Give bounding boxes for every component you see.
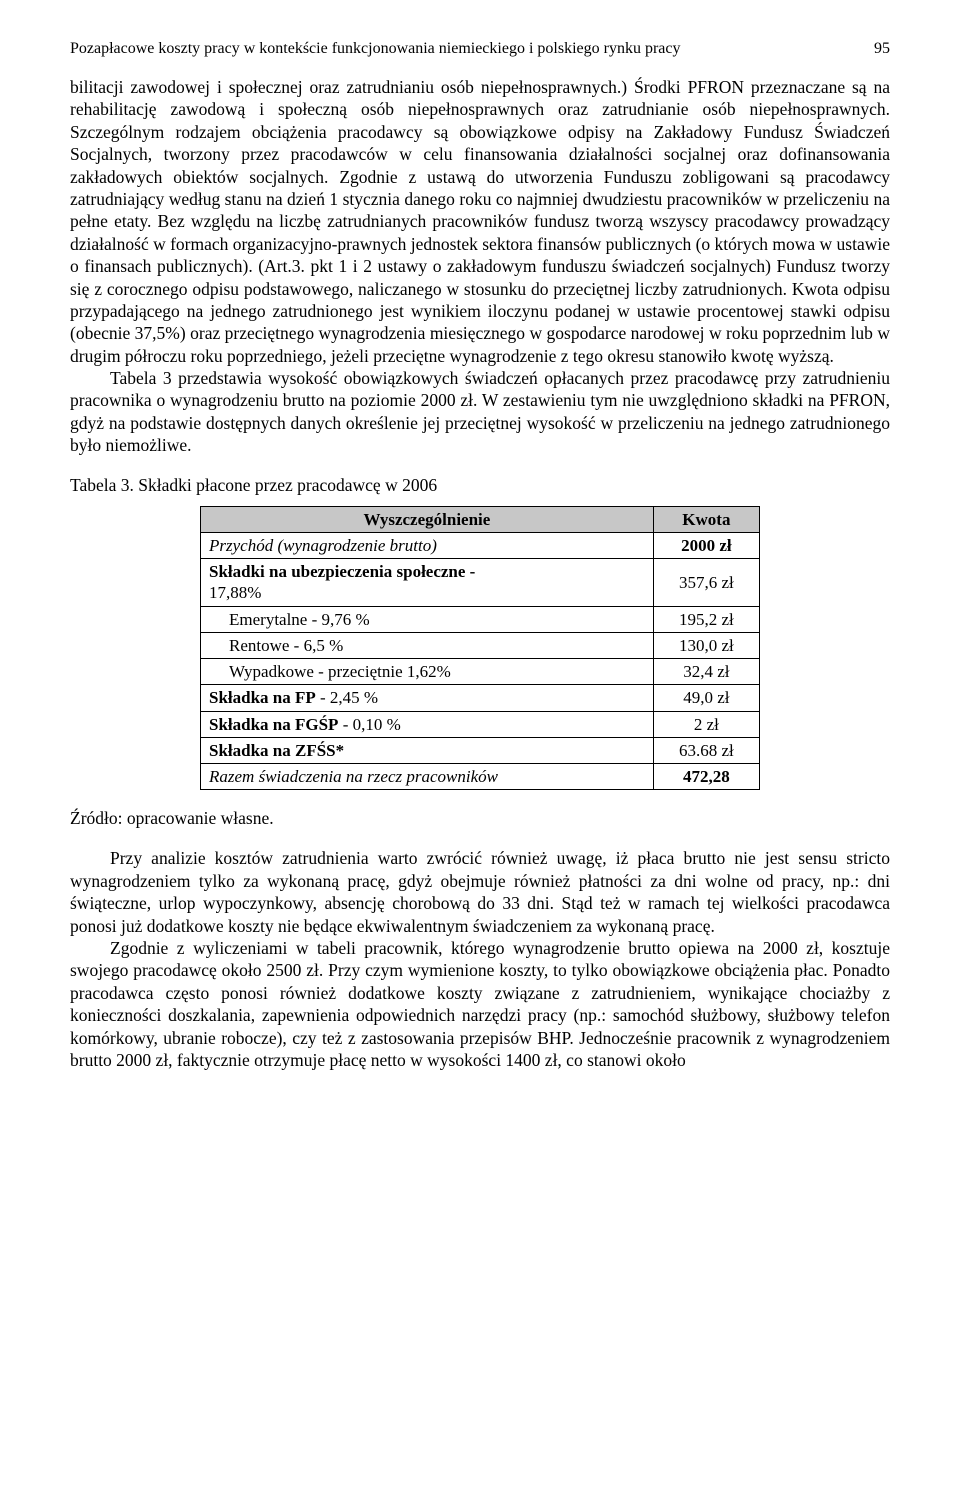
table-caption: Tabela 3. Składki płacone przez pracodaw…	[70, 475, 890, 496]
cell-value: 2000 zł	[653, 532, 759, 558]
table-row: Składka na FP - 2,45 % 49,0 zł	[201, 685, 760, 711]
cell-label: Rentowe - 6,5 %	[201, 632, 654, 658]
paragraph-3: Przy analizie kosztów zatrudnienia warto…	[70, 847, 890, 937]
page-number: 95	[854, 40, 890, 58]
running-header: Pozapłacowe koszty pracy w kontekście fu…	[70, 40, 890, 58]
table-row: Składki na ubezpieczenia społeczne -17,8…	[201, 559, 760, 607]
table-header-row: Wyszczególnienie Kwota	[201, 506, 760, 532]
cell-value: 130,0 zł	[653, 632, 759, 658]
cell-value: 2 zł	[653, 711, 759, 737]
cell-label: Składka na FGŚP - 0,10 %	[201, 711, 654, 737]
table-row: Emerytalne - 9,76 % 195,2 zł	[201, 606, 760, 632]
table-row: Składka na ZFŚS* 63.68 zł	[201, 737, 760, 763]
cell-label: Razem świadczenia na rzecz pracowników	[201, 764, 654, 790]
cell-label: Przychód (wynagrodzenie brutto)	[201, 532, 654, 558]
cell-label: Emerytalne - 9,76 %	[201, 606, 654, 632]
paragraph-1: bilitacji zawodowej i społecznej oraz za…	[70, 76, 890, 367]
cell-label: Wypadkowe - przeciętnie 1,62%	[201, 659, 654, 685]
cell-value: 472,28	[653, 764, 759, 790]
table-row: Rentowe - 6,5 % 130,0 zł	[201, 632, 760, 658]
cell-value: 357,6 zł	[653, 559, 759, 607]
contributions-table: Wyszczególnienie Kwota Przychód (wynagro…	[200, 506, 760, 791]
col-header-label: Wyszczególnienie	[201, 506, 654, 532]
cell-value: 195,2 zł	[653, 606, 759, 632]
paragraph-2: Tabela 3 przedstawia wysokość obowiązkow…	[70, 367, 890, 457]
cell-value: 32,4 zł	[653, 659, 759, 685]
paragraph-4: Zgodnie z wyliczeniami w tabeli pracowni…	[70, 937, 890, 1071]
cell-label: Składka na ZFŚS*	[201, 737, 654, 763]
table-source: Źródło: opracowanie własne.	[70, 808, 890, 829]
header-title: Pozapłacowe koszty pracy w kontekście fu…	[70, 40, 854, 58]
page: Pozapłacowe koszty pracy w kontekście fu…	[0, 0, 960, 1111]
cell-value: 63.68 zł	[653, 737, 759, 763]
cell-label: Składki na ubezpieczenia społeczne -17,8…	[201, 559, 654, 607]
cell-label: Składka na FP - 2,45 %	[201, 685, 654, 711]
cell-value: 49,0 zł	[653, 685, 759, 711]
col-header-value: Kwota	[653, 506, 759, 532]
table-row: Wypadkowe - przeciętnie 1,62% 32,4 zł	[201, 659, 760, 685]
table-row: Przychód (wynagrodzenie brutto) 2000 zł	[201, 532, 760, 558]
table-row: Razem świadczenia na rzecz pracowników 4…	[201, 764, 760, 790]
table-row: Składka na FGŚP - 0,10 % 2 zł	[201, 711, 760, 737]
